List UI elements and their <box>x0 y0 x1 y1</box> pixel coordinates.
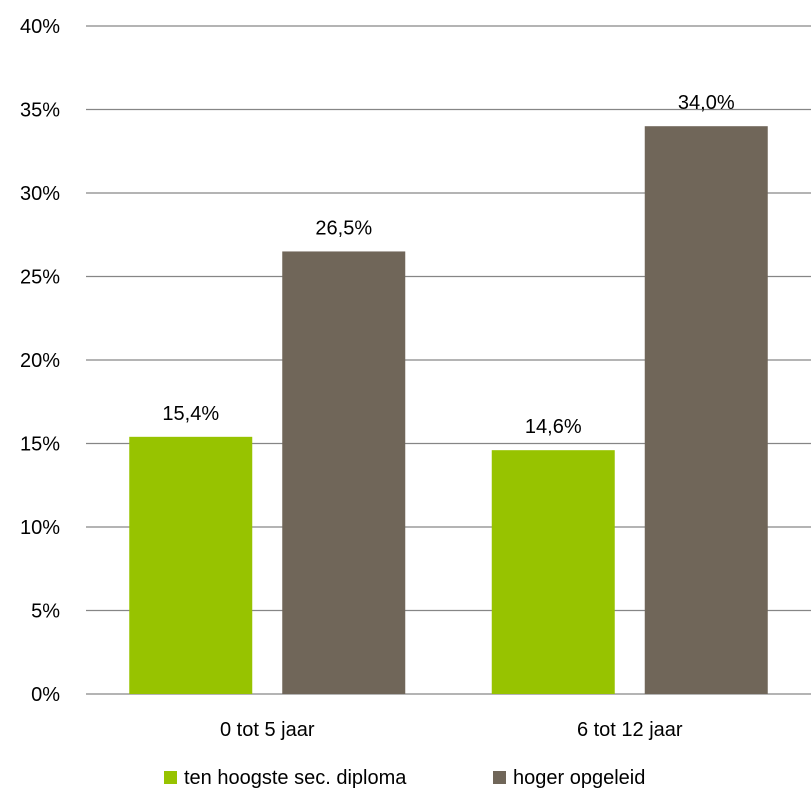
y-tick-label: 25% <box>20 267 60 289</box>
y-tick-label: 15% <box>20 434 60 456</box>
y-tick-label: 20% <box>20 350 60 372</box>
y-axis-tick-labels: 0% 5% 10% 15% 20% 25% 30% 35% 40% <box>20 16 60 706</box>
x-tick-label: 0 tot 5 jaar <box>220 719 315 741</box>
y-tick-label: 5% <box>31 601 60 623</box>
data-label: 34,0% <box>678 92 735 114</box>
legend-label-series-0: ten hoogste sec. diploma <box>184 767 407 789</box>
y-tick-label: 0% <box>31 684 60 706</box>
y-tick-label: 10% <box>20 517 60 539</box>
bar-series-1-cat-0 <box>282 251 406 694</box>
data-label: 15,4% <box>162 403 219 425</box>
bar-series-1-cat-1 <box>644 126 768 694</box>
bar-series-0-cat-0 <box>129 436 253 694</box>
data-label: 14,6% <box>525 416 582 438</box>
bars <box>129 126 768 694</box>
y-tick-label: 40% <box>20 16 60 38</box>
y-tick-label: 35% <box>20 100 60 122</box>
data-label: 26,5% <box>315 217 372 239</box>
x-axis-tick-labels: 0 tot 5 jaar 6 tot 12 jaar <box>220 719 683 741</box>
y-tick-label: 30% <box>20 183 60 205</box>
legend-label-series-1: hoger opgeleid <box>513 767 645 789</box>
x-tick-label: 6 tot 12 jaar <box>577 719 683 741</box>
legend-swatch-series-1 <box>493 771 506 784</box>
legend-swatch-series-0 <box>164 771 177 784</box>
bar-series-0-cat-1 <box>491 450 615 694</box>
legend: ten hoogste sec. diploma hoger opgeleid <box>164 767 645 789</box>
data-labels: 15,4% 26,5% 14,6% 34,0% <box>162 92 734 438</box>
